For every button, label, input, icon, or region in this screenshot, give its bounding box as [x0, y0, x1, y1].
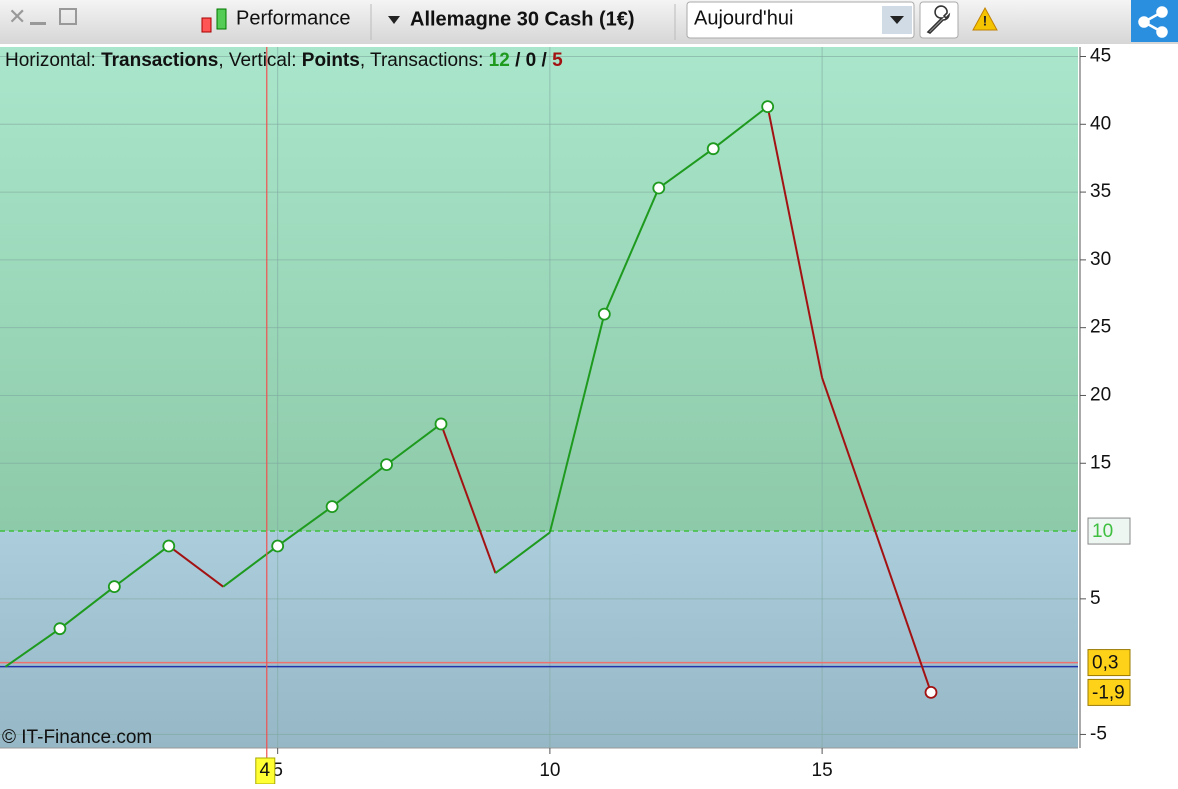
x-tick-label: 10 [539, 760, 560, 781]
marker [380, 458, 393, 472]
indicator-name[interactable]: Performance [236, 7, 351, 29]
segment [113, 545, 170, 588]
segment [222, 545, 279, 588]
marker [597, 307, 611, 321]
level-box [1087, 517, 1131, 545]
marker [271, 539, 285, 553]
zone-below [0, 531, 1078, 748]
segment [494, 531, 551, 574]
level-box [1087, 649, 1131, 677]
level-box [1087, 678, 1131, 706]
marker [325, 500, 339, 514]
y-tick-label: 5 [1090, 588, 1101, 609]
y-tick-label: 20 [1090, 384, 1111, 405]
wrench-icon [926, 5, 951, 34]
info-label: Vertical: [229, 50, 297, 71]
segment [385, 423, 442, 466]
info-value: Transactions [101, 50, 218, 71]
period-text: Aujourd'hui [694, 7, 793, 29]
segment [331, 463, 388, 508]
share-button[interactable] [1131, 0, 1178, 42]
losses: 5 [552, 50, 563, 71]
watermark: © IT-Finance.com [2, 727, 152, 748]
segment [277, 505, 333, 547]
segment [766, 106, 824, 379]
segment [440, 423, 497, 574]
zone-above [0, 47, 1078, 532]
y-tick-label: -5 [1090, 723, 1107, 744]
segment [658, 147, 714, 189]
warning-mark: ! [983, 13, 988, 29]
even: 0 [526, 50, 537, 71]
info-label: Transactions: [370, 50, 483, 71]
y-tick-label: 45 [1090, 46, 1111, 67]
x-tick-label: 5 [272, 760, 283, 781]
warning-icon[interactable] [972, 6, 998, 31]
marker [924, 686, 938, 699]
instrument-name[interactable]: Allemagne 30 Cash (1€) [410, 8, 635, 30]
close-icon[interactable]: ✕ [8, 4, 26, 29]
segment [821, 377, 932, 693]
marker [53, 622, 67, 636]
level-label: 0,3 [1092, 653, 1118, 674]
level-label: 10 [1092, 521, 1113, 542]
info-label: Horizontal: [5, 50, 96, 71]
plot [0, 47, 1078, 748]
segment [168, 545, 224, 588]
segment [603, 187, 660, 315]
y-tick-label: 30 [1090, 249, 1111, 270]
segment [548, 313, 606, 533]
wins: 12 [489, 50, 510, 71]
level-label: -1,9 [1092, 682, 1125, 703]
cursor-label: 4 [259, 760, 270, 781]
x-tick-label: 15 [812, 760, 833, 781]
marker [706, 142, 720, 156]
dropdown-arrow[interactable] [388, 16, 400, 24]
marker [761, 100, 775, 114]
segment [59, 585, 115, 630]
info-value: Points [302, 50, 360, 71]
period-select[interactable] [686, 1, 915, 39]
y-tick-label: 25 [1090, 317, 1111, 338]
y-tick-label: 15 [1090, 452, 1111, 473]
y-tick-label: 40 [1090, 113, 1111, 134]
segment [712, 105, 769, 150]
marker [652, 181, 666, 195]
minimize-icon[interactable] [30, 22, 46, 25]
candle-icon [201, 8, 227, 33]
y-tick-label: 35 [1090, 181, 1111, 202]
maximize-icon[interactable] [59, 8, 77, 25]
segment [4, 627, 61, 668]
marker [107, 580, 121, 594]
dropdown-arrow [890, 16, 904, 24]
info-line: Horizontal: Transactions, Vertical: Poin… [5, 50, 563, 71]
share-icon [1138, 6, 1168, 38]
marker [162, 539, 176, 553]
marker [434, 417, 448, 431]
